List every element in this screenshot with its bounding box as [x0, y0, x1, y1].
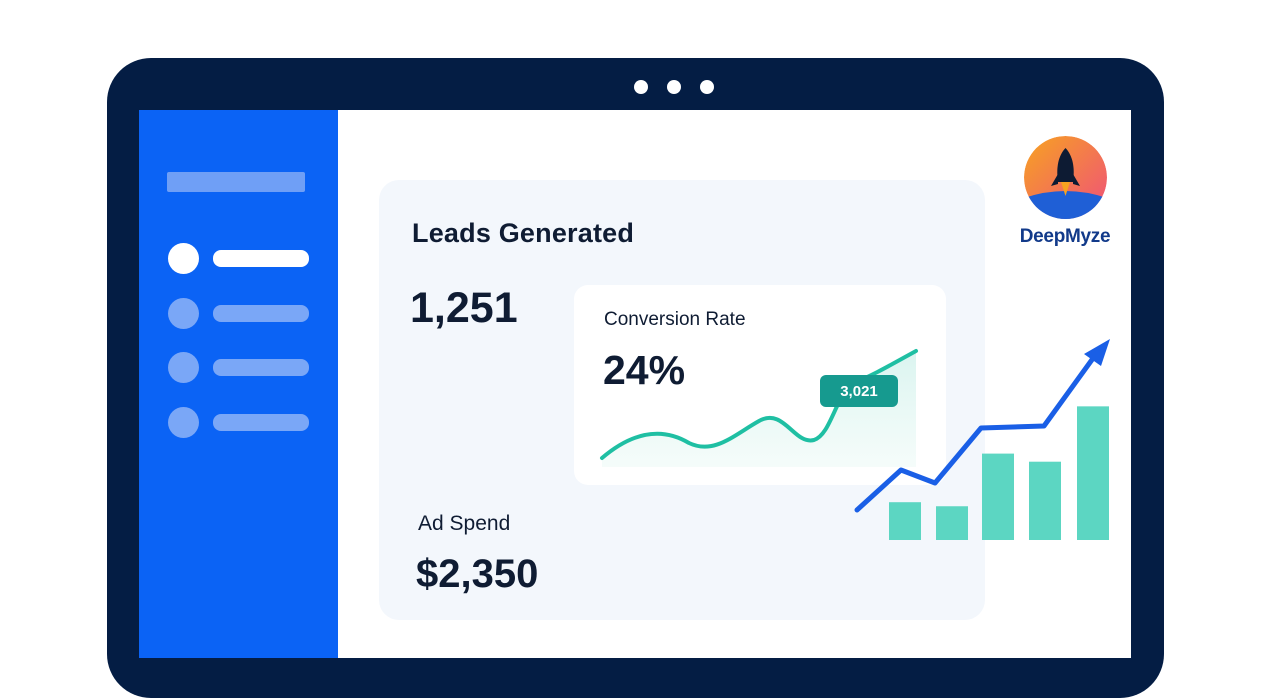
- sidebar-item-4-icon: [168, 407, 199, 438]
- metrics-card: Leads Generated 1,251 Conversion Rate 24…: [379, 180, 985, 620]
- rocket-icon: [1023, 136, 1107, 219]
- dashboard-screen: Leads Generated 1,251 Conversion Rate 24…: [139, 110, 1131, 658]
- sidebar-item-2[interactable]: [168, 298, 309, 329]
- ad-spend-value: $2,350: [416, 552, 539, 596]
- growth-bar-3: [982, 453, 1014, 540]
- sidebar-item-4-label: [213, 414, 309, 431]
- sidebar: [139, 110, 338, 658]
- sidebar-item-1-label: [213, 250, 309, 267]
- growth-bar-2: [936, 506, 968, 540]
- sidebar-item-2-label: [213, 305, 309, 322]
- ad-spend-label: Ad Spend: [418, 512, 511, 535]
- growth-chart: [854, 339, 1110, 540]
- sidebar-item-2-icon: [168, 298, 199, 329]
- sparkline-area: [602, 351, 916, 467]
- sidebar-item-3[interactable]: [168, 352, 309, 383]
- leads-title: Leads Generated: [412, 218, 635, 248]
- sidebar-item-1-icon: [168, 243, 199, 274]
- conversion-value: 24%: [603, 347, 686, 393]
- window-dot-3[interactable]: [700, 80, 714, 94]
- growth-bars: [889, 406, 1109, 540]
- growth-arrow-head: [1084, 339, 1110, 366]
- sidebar-title-placeholder: [167, 172, 305, 192]
- brand-logo: DeepMyze: [1015, 136, 1115, 248]
- sidebar-item-3-icon: [168, 352, 199, 383]
- sidebar-item-3-label: [213, 359, 309, 376]
- growth-bar-5: [1077, 406, 1109, 540]
- sparkline-tooltip: 3,021: [820, 375, 898, 407]
- growth-arrow-line: [854, 347, 1102, 513]
- growth-bar-4: [1029, 461, 1061, 540]
- window-controls: [634, 80, 714, 94]
- leads-value: 1,251: [410, 284, 518, 332]
- conversion-label: Conversion Rate: [604, 309, 746, 330]
- brand-name: DeepMyze: [1019, 226, 1111, 247]
- sidebar-item-1[interactable]: [168, 243, 309, 274]
- growth-bar-1: [889, 502, 921, 540]
- sidebar-item-4[interactable]: [168, 407, 309, 438]
- conversion-card[interactable]: Conversion Rate 24% 3,021: [574, 285, 946, 485]
- window-dot-1[interactable]: [634, 80, 648, 94]
- window-dot-2[interactable]: [667, 80, 681, 94]
